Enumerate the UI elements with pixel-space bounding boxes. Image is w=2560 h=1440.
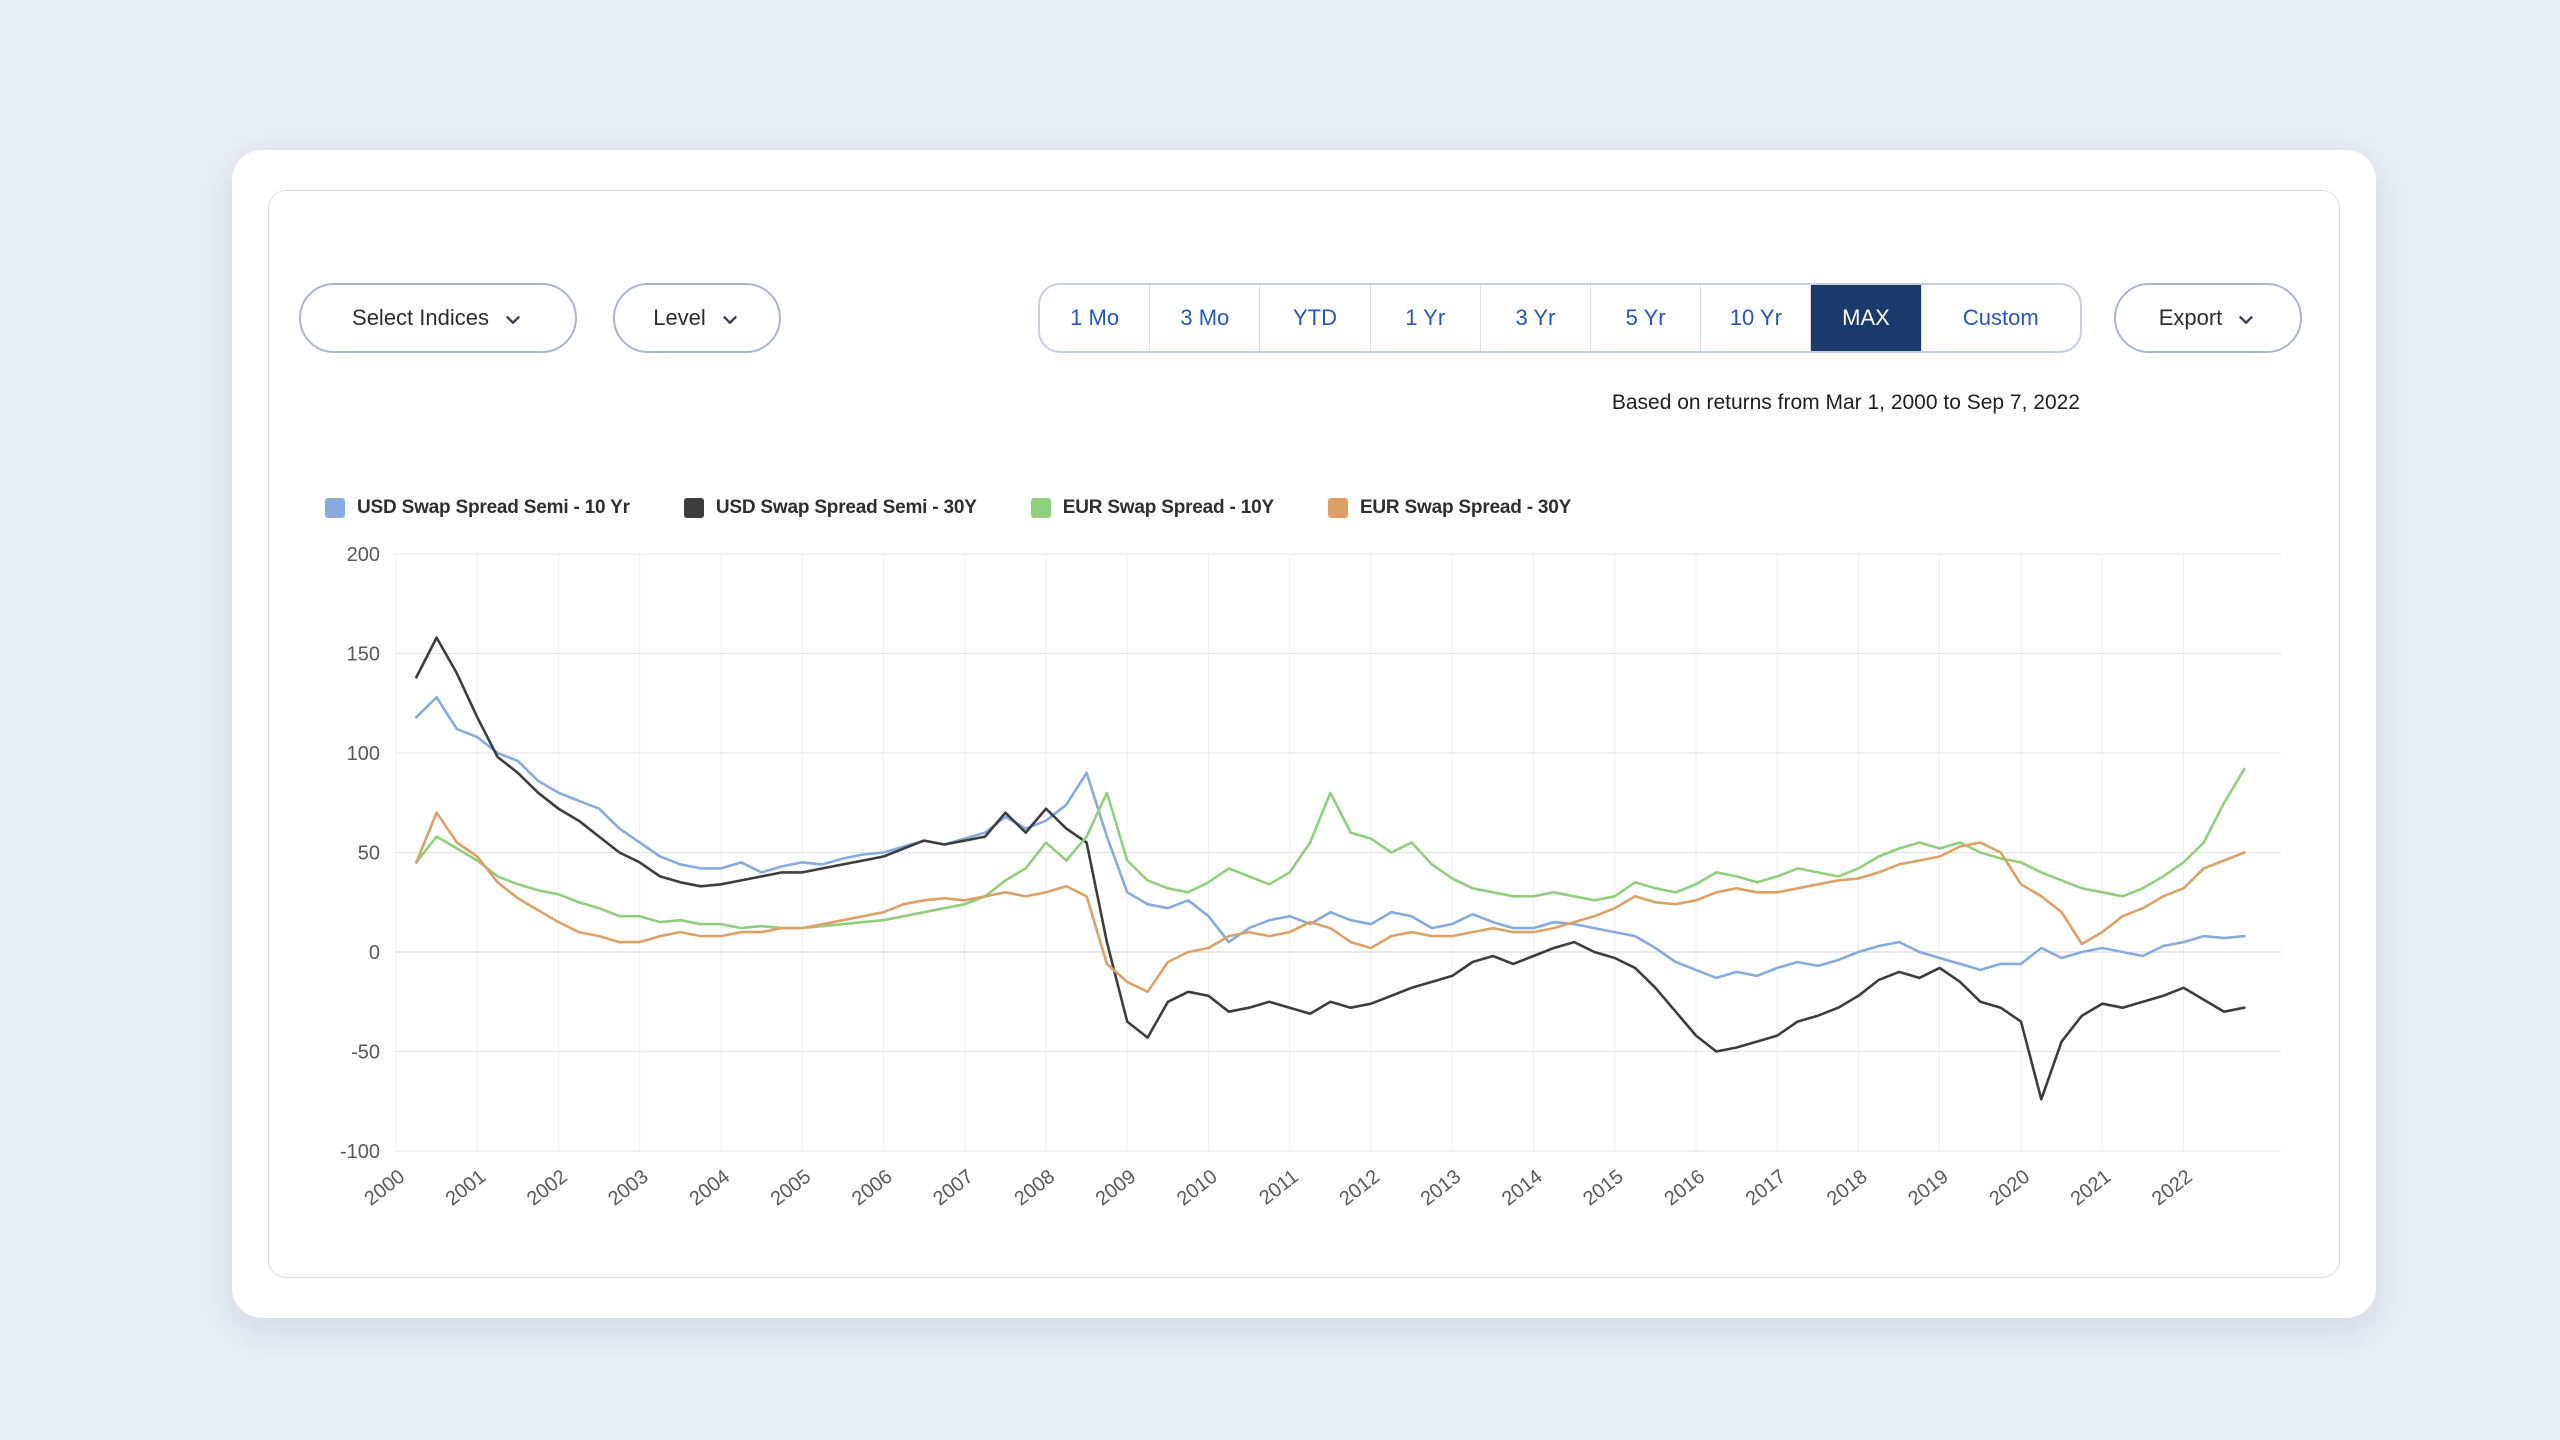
chevron-down-icon <box>502 309 524 331</box>
legend-item: EUR Swap Spread - 30Y <box>1327 497 1572 519</box>
legend-swatch-icon <box>1030 498 1051 518</box>
x-axis-tick-label: 2004 <box>685 1166 734 1211</box>
x-axis-tick-label: 2007 <box>929 1166 978 1211</box>
legend-label: USD Swap Spread Semi - 30Y <box>715 497 977 518</box>
x-axis-tick-label: 2018 <box>1823 1166 1872 1211</box>
range-tab-custom[interactable]: Custom <box>1920 285 2080 351</box>
series-line-4 <box>415 811 2246 994</box>
x-axis-tick-label: 2016 <box>1660 1166 1709 1211</box>
range-tab-max[interactable]: MAX <box>1810 285 1921 351</box>
date-range-caption: Based on returns from Mar 1, 2000 to Sep… <box>1611 391 2080 414</box>
x-axis-tick-label: 2006 <box>848 1166 897 1211</box>
x-axis-tick-label: 2008 <box>1010 1166 1059 1211</box>
select-indices-button[interactable]: Select Indices <box>299 283 577 353</box>
chart-card: Select Indices Level 1 Mo 3 Mo YTD 1 Yr 3 Yr… <box>232 150 2376 1318</box>
y-axis-tick-label: 0 <box>369 942 380 964</box>
x-axis-tick-label: 2011 <box>1255 1166 1302 1210</box>
y-axis-tick-label: 100 <box>347 743 380 765</box>
y-axis-tick-label: 50 <box>358 843 380 865</box>
series-line-2 <box>415 636 2246 1101</box>
level-button[interactable]: Level <box>613 283 781 353</box>
export-button[interactable]: Export <box>2114 283 2302 353</box>
swap-spread-chart: 200 150 100 50 0 -50 -100 2000 2001 2002 2003 2004 2… <box>340 544 2281 1211</box>
y-axis-tick-label: -100 <box>340 1141 380 1163</box>
x-axis-tick-label: 2000 <box>360 1166 409 1211</box>
range-tab-3-yr[interactable]: 3 Yr <box>1479 285 1590 351</box>
x-axis-tick-label: 2003 <box>604 1166 653 1211</box>
chart-panel: Select Indices Level 1 Mo 3 Mo YTD 1 Yr 3 Yr… <box>268 190 2340 1278</box>
x-axis-tick-label: 2001 <box>442 1166 491 1211</box>
x-axis-tick-label: 2005 <box>767 1166 816 1211</box>
legend-item: EUR Swap Spread - 10Y <box>1030 497 1274 519</box>
chevron-down-icon <box>2235 309 2257 331</box>
x-axis-tick-label: 2015 <box>1579 1166 1628 1211</box>
x-axis-tick-label: 2020 <box>1985 1166 2034 1211</box>
range-tabs: 1 Mo 3 Mo YTD 1 Yr 3 Yr 5 Yr 10 Yr MAX Custom <box>1038 283 2082 353</box>
legend-item: USD Swap Spread Semi - 10 Yr <box>325 497 630 519</box>
x-axis-tick-label: 2021 <box>2067 1166 2116 1211</box>
x-axis-tick-label: 2002 <box>523 1166 572 1211</box>
range-tab-1-yr[interactable]: 1 Yr <box>1369 285 1480 351</box>
legend-label: EUR Swap Spread - 30Y <box>1359 497 1572 518</box>
range-tab-10-yr[interactable]: 10 Yr <box>1700 285 1810 351</box>
export-label: Export <box>2158 305 2223 330</box>
legend-swatch-icon <box>325 498 345 518</box>
legend-swatch-icon <box>683 498 704 518</box>
x-axis-tick-label: 2010 <box>1173 1166 1222 1211</box>
x-axis-tick-label: 2017 <box>1742 1166 1791 1211</box>
series-line-1 <box>415 696 2246 980</box>
legend-label: USD Swap Spread Semi - 10 Yr <box>357 497 630 518</box>
x-axis-tick-label: 2012 <box>1335 1166 1384 1211</box>
y-axis-tick-label: 150 <box>347 644 380 666</box>
select-indices-label: Select Indices <box>352 305 489 330</box>
x-axis-tick-label: 2014 <box>1498 1166 1547 1211</box>
range-tab-3-mo[interactable]: 3 Mo <box>1149 285 1259 351</box>
x-axis-tick-label: 2022 <box>2148 1166 2197 1211</box>
range-tab-5-yr[interactable]: 5 Yr <box>1590 285 1700 351</box>
chevron-down-icon <box>719 309 741 331</box>
range-tab-ytd[interactable]: YTD <box>1259 285 1369 351</box>
range-tab-1-mo[interactable]: 1 Mo <box>1040 285 1149 351</box>
legend-item: USD Swap Spread Semi - 30Y <box>683 497 977 519</box>
x-axis-tick-label: 2013 <box>1417 1166 1466 1211</box>
legend-label: EUR Swap Spread - 10Y <box>1062 497 1274 518</box>
legend: USD Swap Spread Semi - 10 Yr USD Swap Spr… <box>325 497 1571 519</box>
x-axis-tick-label: 2019 <box>1904 1166 1953 1211</box>
level-label: Level <box>653 305 706 330</box>
series-line-3 <box>415 767 2246 930</box>
x-axis-tick-label: 2009 <box>1092 1166 1141 1211</box>
y-axis-tick-label: 200 <box>347 544 380 566</box>
y-axis-tick-label: -50 <box>351 1042 380 1064</box>
legend-swatch-icon <box>1327 498 1348 518</box>
